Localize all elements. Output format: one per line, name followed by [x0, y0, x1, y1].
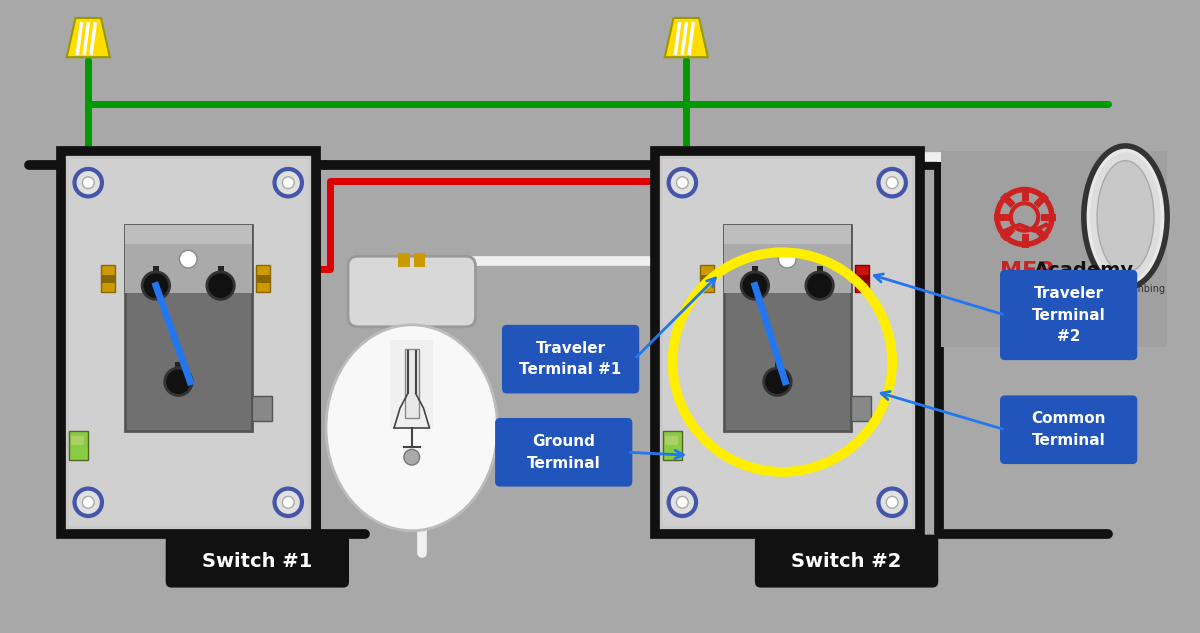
Bar	[125, 225, 252, 244]
Polygon shape	[67, 18, 110, 57]
Bar	[941, 151, 1166, 348]
Bar	[724, 225, 851, 294]
Text: Traveler: Traveler	[535, 341, 606, 356]
Text: Traveler: Traveler	[1033, 286, 1104, 301]
Ellipse shape	[1084, 146, 1168, 288]
FancyBboxPatch shape	[1000, 396, 1138, 464]
Circle shape	[878, 169, 906, 196]
Bar	[655, 151, 919, 534]
Bar	[125, 225, 252, 294]
Circle shape	[74, 489, 102, 516]
Text: Terminal #1: Terminal #1	[520, 363, 622, 377]
Text: Switch #2: Switch #2	[791, 551, 901, 570]
Bar	[125, 225, 252, 430]
Bar	[774, 362, 780, 382]
Circle shape	[677, 177, 689, 189]
Circle shape	[763, 368, 791, 396]
Bar	[854, 265, 869, 292]
Bar	[404, 349, 419, 418]
Bar	[665, 436, 678, 446]
Ellipse shape	[1091, 153, 1160, 282]
Ellipse shape	[326, 325, 498, 530]
Circle shape	[779, 250, 796, 268]
Bar	[390, 339, 433, 428]
FancyBboxPatch shape	[166, 535, 349, 587]
Circle shape	[668, 489, 696, 516]
Text: Terminal: Terminal	[527, 456, 601, 470]
Circle shape	[282, 496, 294, 508]
Text: Terminal: Terminal	[1032, 308, 1105, 323]
FancyBboxPatch shape	[496, 418, 632, 487]
Bar	[68, 430, 89, 460]
FancyBboxPatch shape	[1000, 270, 1138, 360]
Text: Ground: Ground	[533, 434, 595, 449]
Circle shape	[668, 169, 696, 196]
Bar	[175, 362, 181, 382]
Circle shape	[887, 496, 898, 508]
Bar	[752, 266, 758, 285]
Text: Switch #1: Switch #1	[202, 551, 312, 570]
Bar	[256, 265, 270, 292]
Bar	[851, 396, 870, 421]
FancyBboxPatch shape	[755, 535, 938, 587]
Bar	[71, 436, 84, 446]
Text: MEP: MEP	[1000, 261, 1054, 281]
Bar	[398, 253, 410, 267]
Polygon shape	[665, 18, 708, 57]
Ellipse shape	[1097, 161, 1154, 273]
Circle shape	[142, 272, 169, 299]
Bar	[724, 225, 851, 430]
Circle shape	[282, 177, 294, 189]
Text: Common: Common	[1031, 411, 1106, 427]
Circle shape	[275, 169, 302, 196]
Bar	[700, 265, 714, 292]
Circle shape	[83, 177, 94, 189]
Circle shape	[404, 449, 420, 465]
Bar	[700, 275, 714, 283]
Circle shape	[206, 272, 234, 299]
Bar	[252, 396, 271, 421]
Circle shape	[878, 489, 906, 516]
Text: Mechanical | Electrical | Plumbing: Mechanical | Electrical | Plumbing	[1000, 284, 1165, 294]
Bar	[256, 275, 270, 283]
FancyBboxPatch shape	[502, 325, 640, 394]
Bar	[61, 151, 316, 534]
Bar	[101, 265, 115, 292]
Bar	[217, 266, 223, 285]
Bar	[854, 275, 869, 283]
FancyBboxPatch shape	[348, 256, 475, 327]
Text: #2: #2	[1057, 329, 1080, 344]
Circle shape	[83, 496, 94, 508]
Circle shape	[74, 169, 102, 196]
Text: Academy: Academy	[1034, 261, 1134, 280]
Bar	[817, 266, 822, 285]
Bar	[662, 159, 912, 526]
Bar	[662, 430, 683, 460]
Bar	[68, 159, 308, 526]
Circle shape	[742, 272, 769, 299]
Circle shape	[677, 496, 689, 508]
Circle shape	[275, 489, 302, 516]
Bar	[724, 225, 851, 244]
Circle shape	[806, 272, 833, 299]
Bar	[414, 253, 426, 267]
Bar	[101, 275, 115, 283]
Bar	[152, 266, 158, 285]
Circle shape	[887, 177, 898, 189]
Circle shape	[180, 250, 197, 268]
Circle shape	[164, 368, 192, 396]
Text: Terminal: Terminal	[1032, 433, 1105, 448]
